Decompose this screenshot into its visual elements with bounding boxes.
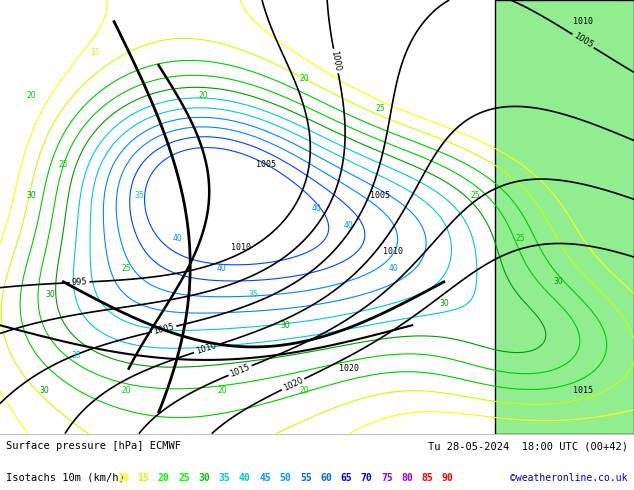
Text: 1010: 1010	[195, 341, 217, 356]
Text: 60: 60	[320, 472, 332, 483]
Text: Tu 28-05-2024  18:00 UTC (00+42): Tu 28-05-2024 18:00 UTC (00+42)	[428, 441, 628, 451]
Text: 30: 30	[439, 299, 449, 308]
Text: 20: 20	[299, 74, 309, 82]
Text: 35: 35	[219, 472, 231, 483]
Text: 20: 20	[198, 91, 208, 100]
Text: 30: 30	[27, 191, 37, 199]
Text: 85: 85	[422, 472, 434, 483]
Text: 35: 35	[71, 351, 81, 360]
Text: 30: 30	[280, 321, 290, 330]
Text: 35: 35	[249, 291, 259, 299]
Text: 40: 40	[388, 265, 398, 273]
Text: 15: 15	[138, 472, 150, 483]
Text: 25: 25	[178, 472, 190, 483]
Text: 30: 30	[39, 386, 49, 395]
Text: 10: 10	[117, 472, 129, 483]
Text: 1015: 1015	[573, 386, 593, 395]
Text: Surface pressure [hPa] ECMWF: Surface pressure [hPa] ECMWF	[6, 441, 181, 451]
Text: 1010: 1010	[231, 243, 251, 252]
Text: 1005: 1005	[256, 160, 276, 169]
Text: 1000: 1000	[330, 50, 342, 72]
Text: 50: 50	[280, 472, 292, 483]
Text: 20: 20	[27, 91, 37, 100]
Text: 20: 20	[299, 386, 309, 395]
Text: 1005: 1005	[153, 322, 176, 336]
Text: 80: 80	[401, 472, 413, 483]
Text: 1020: 1020	[281, 376, 304, 393]
Text: 70: 70	[361, 472, 373, 483]
Text: 1005: 1005	[370, 191, 391, 199]
Text: 20: 20	[122, 386, 132, 395]
Text: 35: 35	[134, 191, 145, 199]
Text: 40: 40	[172, 234, 183, 243]
Text: 40: 40	[344, 221, 354, 230]
Text: 1010: 1010	[573, 17, 593, 26]
Text: 90: 90	[442, 472, 454, 483]
Text: Isotachs 10m (km/h): Isotachs 10m (km/h)	[6, 472, 125, 483]
Text: 40: 40	[312, 204, 322, 213]
Text: 1020: 1020	[339, 364, 359, 373]
Text: 995: 995	[72, 277, 87, 287]
Text: 25: 25	[375, 104, 385, 113]
Text: 40: 40	[239, 472, 251, 483]
Text: 20: 20	[217, 386, 227, 395]
Text: 1005: 1005	[572, 31, 594, 50]
Text: 30: 30	[198, 472, 210, 483]
Text: 65: 65	[340, 472, 353, 483]
Text: 25: 25	[58, 160, 68, 169]
Text: 25: 25	[470, 191, 481, 199]
Text: ©weatheronline.co.uk: ©weatheronline.co.uk	[510, 472, 628, 483]
Text: 40: 40	[217, 265, 227, 273]
Text: 1015: 1015	[229, 362, 252, 379]
Text: 55: 55	[300, 472, 312, 483]
Text: 1010: 1010	[383, 247, 403, 256]
Text: 25: 25	[122, 265, 132, 273]
FancyBboxPatch shape	[495, 0, 634, 434]
Text: 45: 45	[259, 472, 271, 483]
Text: 20: 20	[158, 472, 170, 483]
Text: 30: 30	[46, 291, 56, 299]
Text: 15: 15	[90, 48, 100, 56]
Text: 30: 30	[553, 277, 563, 286]
Text: 75: 75	[381, 472, 393, 483]
Text: 25: 25	[515, 234, 525, 243]
